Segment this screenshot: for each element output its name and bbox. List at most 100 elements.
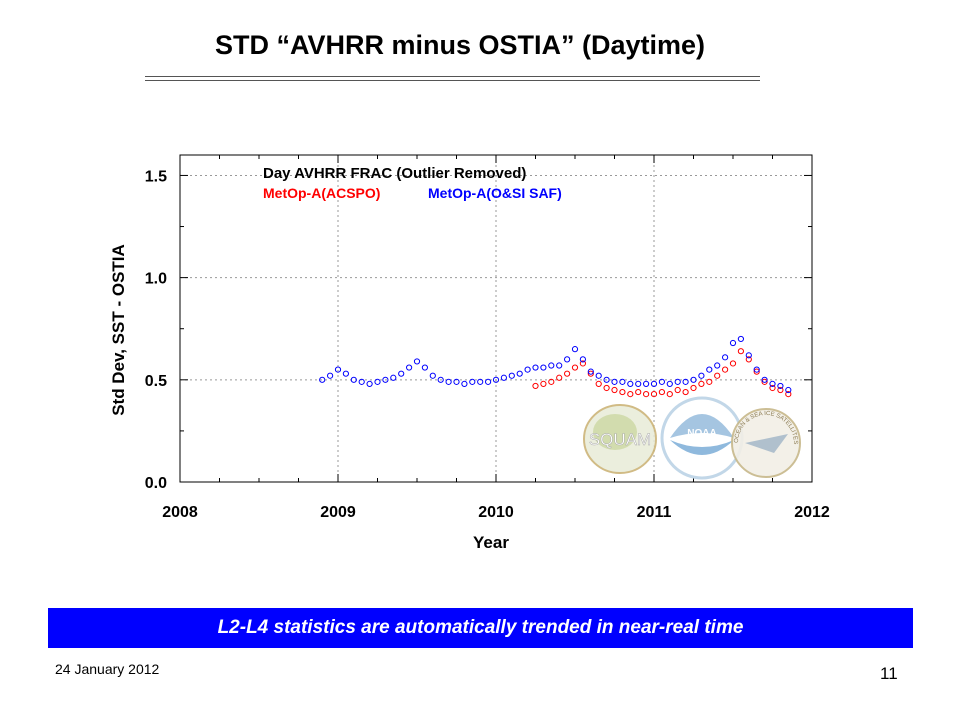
acspo-point bbox=[690, 384, 697, 392]
data-points bbox=[319, 335, 792, 398]
osi-saf-point bbox=[777, 382, 784, 390]
osi-saf-point bbox=[595, 372, 602, 379]
osi-saf-point bbox=[508, 372, 515, 379]
y-tick-label: 0.5 bbox=[145, 373, 167, 390]
acspo-point bbox=[579, 360, 586, 367]
acspo-point bbox=[737, 348, 745, 355]
gridlines bbox=[180, 155, 812, 482]
osi-saf-point bbox=[382, 376, 389, 383]
acspo-point bbox=[595, 380, 602, 387]
osi-saf-point bbox=[571, 346, 579, 353]
osi-saf-point bbox=[516, 370, 523, 377]
acspo-point bbox=[666, 391, 673, 398]
axis-ticks bbox=[179, 155, 813, 483]
acspo-point bbox=[587, 370, 594, 377]
legend-title: Day AVHRR FRAC (Outlier Removed) bbox=[263, 165, 526, 182]
osi-saf-point bbox=[398, 370, 405, 377]
osi-saf-point bbox=[390, 374, 397, 381]
acspo-point bbox=[571, 364, 579, 371]
y-tick-label: 1.0 bbox=[145, 271, 167, 288]
y-tick-label: 0.0 bbox=[145, 475, 167, 492]
osi-saf-point bbox=[643, 380, 650, 387]
osi-saf-point bbox=[532, 364, 539, 371]
acspo-point bbox=[532, 382, 539, 390]
osi-saf-point bbox=[635, 380, 642, 387]
summary-banner: L2-L4 statistics are automatically trend… bbox=[48, 608, 913, 648]
osi-saf-point bbox=[421, 364, 428, 371]
acspo-point bbox=[777, 386, 784, 394]
y-axis-label: Std Dev, SST - OSTIA bbox=[109, 244, 128, 416]
osi-saf-point bbox=[666, 380, 673, 387]
series-osi-saf bbox=[319, 335, 792, 394]
series-acspo bbox=[532, 348, 792, 398]
osi-saf-point bbox=[603, 376, 610, 383]
osi-saf-point bbox=[706, 366, 713, 373]
acspo-point bbox=[603, 384, 610, 392]
acspo-point bbox=[619, 388, 626, 396]
osi-saf-point bbox=[429, 372, 436, 379]
osi-saf-point bbox=[500, 374, 507, 381]
osi-saf-point bbox=[564, 356, 571, 363]
acspo-point bbox=[643, 391, 650, 398]
osi-saf-point bbox=[445, 378, 452, 385]
osi-saf-point bbox=[437, 376, 444, 383]
acspo-point bbox=[698, 380, 705, 387]
osi-saf-point bbox=[334, 366, 342, 373]
acspo-point bbox=[722, 366, 729, 373]
acspo-point bbox=[548, 378, 555, 385]
osi-saf-point bbox=[319, 376, 326, 383]
star-logo: OCEAN & SEA ICE SATELLITES bbox=[731, 408, 801, 478]
acspo-point bbox=[682, 388, 689, 396]
slide-number: 11 bbox=[880, 664, 898, 683]
tick-labels: 2008 2009 2010 2011 2012 0.0 0.5 1.0 1.5 bbox=[145, 168, 830, 521]
acspo-point bbox=[785, 391, 792, 398]
osi-saf-point bbox=[413, 358, 421, 365]
acspo-point bbox=[650, 391, 658, 398]
osi-saf-point bbox=[769, 380, 776, 387]
osi-saf-point bbox=[761, 376, 768, 383]
osi-saf-point bbox=[342, 370, 349, 377]
x-tick-label: 2012 bbox=[794, 504, 830, 521]
legend-entry-acspo: MetOp-A(ACSPO) bbox=[263, 185, 380, 201]
osi-saf-point bbox=[690, 376, 697, 383]
osi-saf-point bbox=[540, 364, 547, 371]
acspo-point bbox=[540, 380, 547, 387]
acspo-point bbox=[635, 388, 642, 396]
x-tick-label: 2010 bbox=[478, 504, 514, 521]
title-underline-second bbox=[145, 80, 760, 81]
acspo-point bbox=[611, 386, 618, 394]
osi-saf-point bbox=[579, 356, 586, 363]
acspo-point bbox=[753, 368, 760, 375]
osi-saf-point bbox=[548, 362, 555, 369]
acspo-point bbox=[564, 370, 571, 377]
osi-saf-point bbox=[611, 378, 618, 385]
osi-saf-point bbox=[729, 339, 737, 347]
legend-entry-osi-saf: MetOp-A(O&SI SAF) bbox=[428, 185, 562, 201]
osi-saf-point bbox=[737, 335, 745, 343]
x-axis-label: Year bbox=[473, 533, 509, 552]
osi-saf-point bbox=[745, 352, 752, 359]
noaa-logo-text: NOAA bbox=[687, 428, 716, 439]
acspo-point bbox=[729, 360, 737, 367]
std-dev-chart: 2008 2009 2010 2011 2012 0.0 0.5 1.0 1.5 SQUAM N… bbox=[109, 154, 830, 552]
squam-logo-text: SQUAM bbox=[589, 430, 651, 449]
acspo-point bbox=[627, 391, 634, 398]
x-tick-label: 2008 bbox=[162, 504, 198, 521]
osi-saf-point bbox=[492, 376, 500, 383]
footer-date: 24 January 2012 bbox=[55, 661, 160, 677]
osi-saf-point bbox=[722, 354, 729, 361]
osi-saf-point bbox=[658, 378, 666, 385]
osi-saf-point bbox=[698, 372, 705, 379]
osi-saf-point bbox=[587, 368, 594, 375]
osi-saf-point bbox=[374, 378, 381, 385]
acspo-point bbox=[769, 384, 776, 392]
osi-saf-point bbox=[674, 378, 681, 385]
osi-saf-point bbox=[469, 378, 476, 385]
acspo-point bbox=[556, 374, 563, 381]
osi-saf-point bbox=[714, 362, 721, 369]
osi-saf-point bbox=[619, 378, 626, 385]
x-tick-label: 2009 bbox=[320, 504, 356, 521]
y-tick-label: 1.5 bbox=[145, 168, 167, 185]
x-tick-label: 2011 bbox=[637, 504, 672, 521]
osi-saf-point bbox=[477, 378, 484, 385]
